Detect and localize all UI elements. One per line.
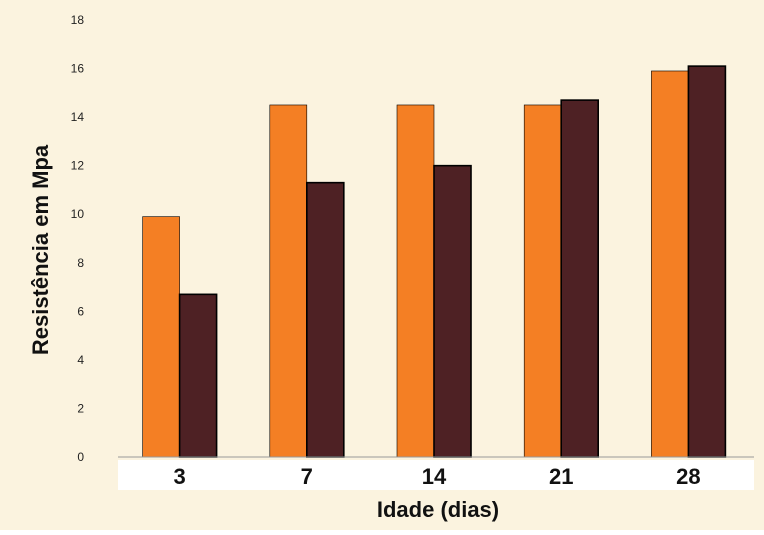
bar-series-2-14: [433, 164, 472, 458]
x-axis-ticks: 3 7 14 21 28: [173, 464, 700, 489]
bars-group: [142, 65, 727, 458]
x-tick-label: 28: [676, 464, 700, 489]
y-tick-label: 12: [71, 159, 85, 173]
bar-series-2-21: [560, 99, 600, 458]
bar-series-1-3: [142, 216, 180, 458]
bar-series-1-21: [523, 104, 562, 458]
y-tick-label: 10: [71, 207, 85, 221]
bar-series-1-7: [269, 104, 308, 458]
x-tick-label: 3: [173, 464, 185, 489]
x-tick-label: 7: [301, 464, 313, 489]
y-tick-label: 2: [77, 401, 84, 415]
y-tick-label: 14: [71, 110, 85, 124]
y-tick-label: 4: [77, 353, 84, 367]
y-tick-label: 0: [77, 450, 84, 464]
bar-series-2-3: [178, 293, 218, 458]
bar-series-2-28: [687, 65, 727, 458]
bar-series-1-28: [651, 70, 689, 458]
x-axis-band: [118, 460, 754, 490]
x-tick-label: 14: [422, 464, 447, 489]
y-tick-label: 6: [77, 304, 84, 318]
y-tick-label: 16: [71, 62, 85, 76]
bar-series-2-7: [305, 181, 345, 458]
bar-series-1-14: [396, 104, 435, 458]
x-axis-title: Idade (dias): [377, 497, 499, 522]
x-tick-label: 21: [549, 464, 573, 489]
y-tick-label: 8: [77, 256, 84, 270]
y-tick-label: 18: [71, 13, 85, 27]
y-axis-title: Resistência em Mpa: [28, 144, 53, 355]
y-axis-ticks: 0 2 4 6 8 10 12 14 16 18: [71, 13, 85, 464]
